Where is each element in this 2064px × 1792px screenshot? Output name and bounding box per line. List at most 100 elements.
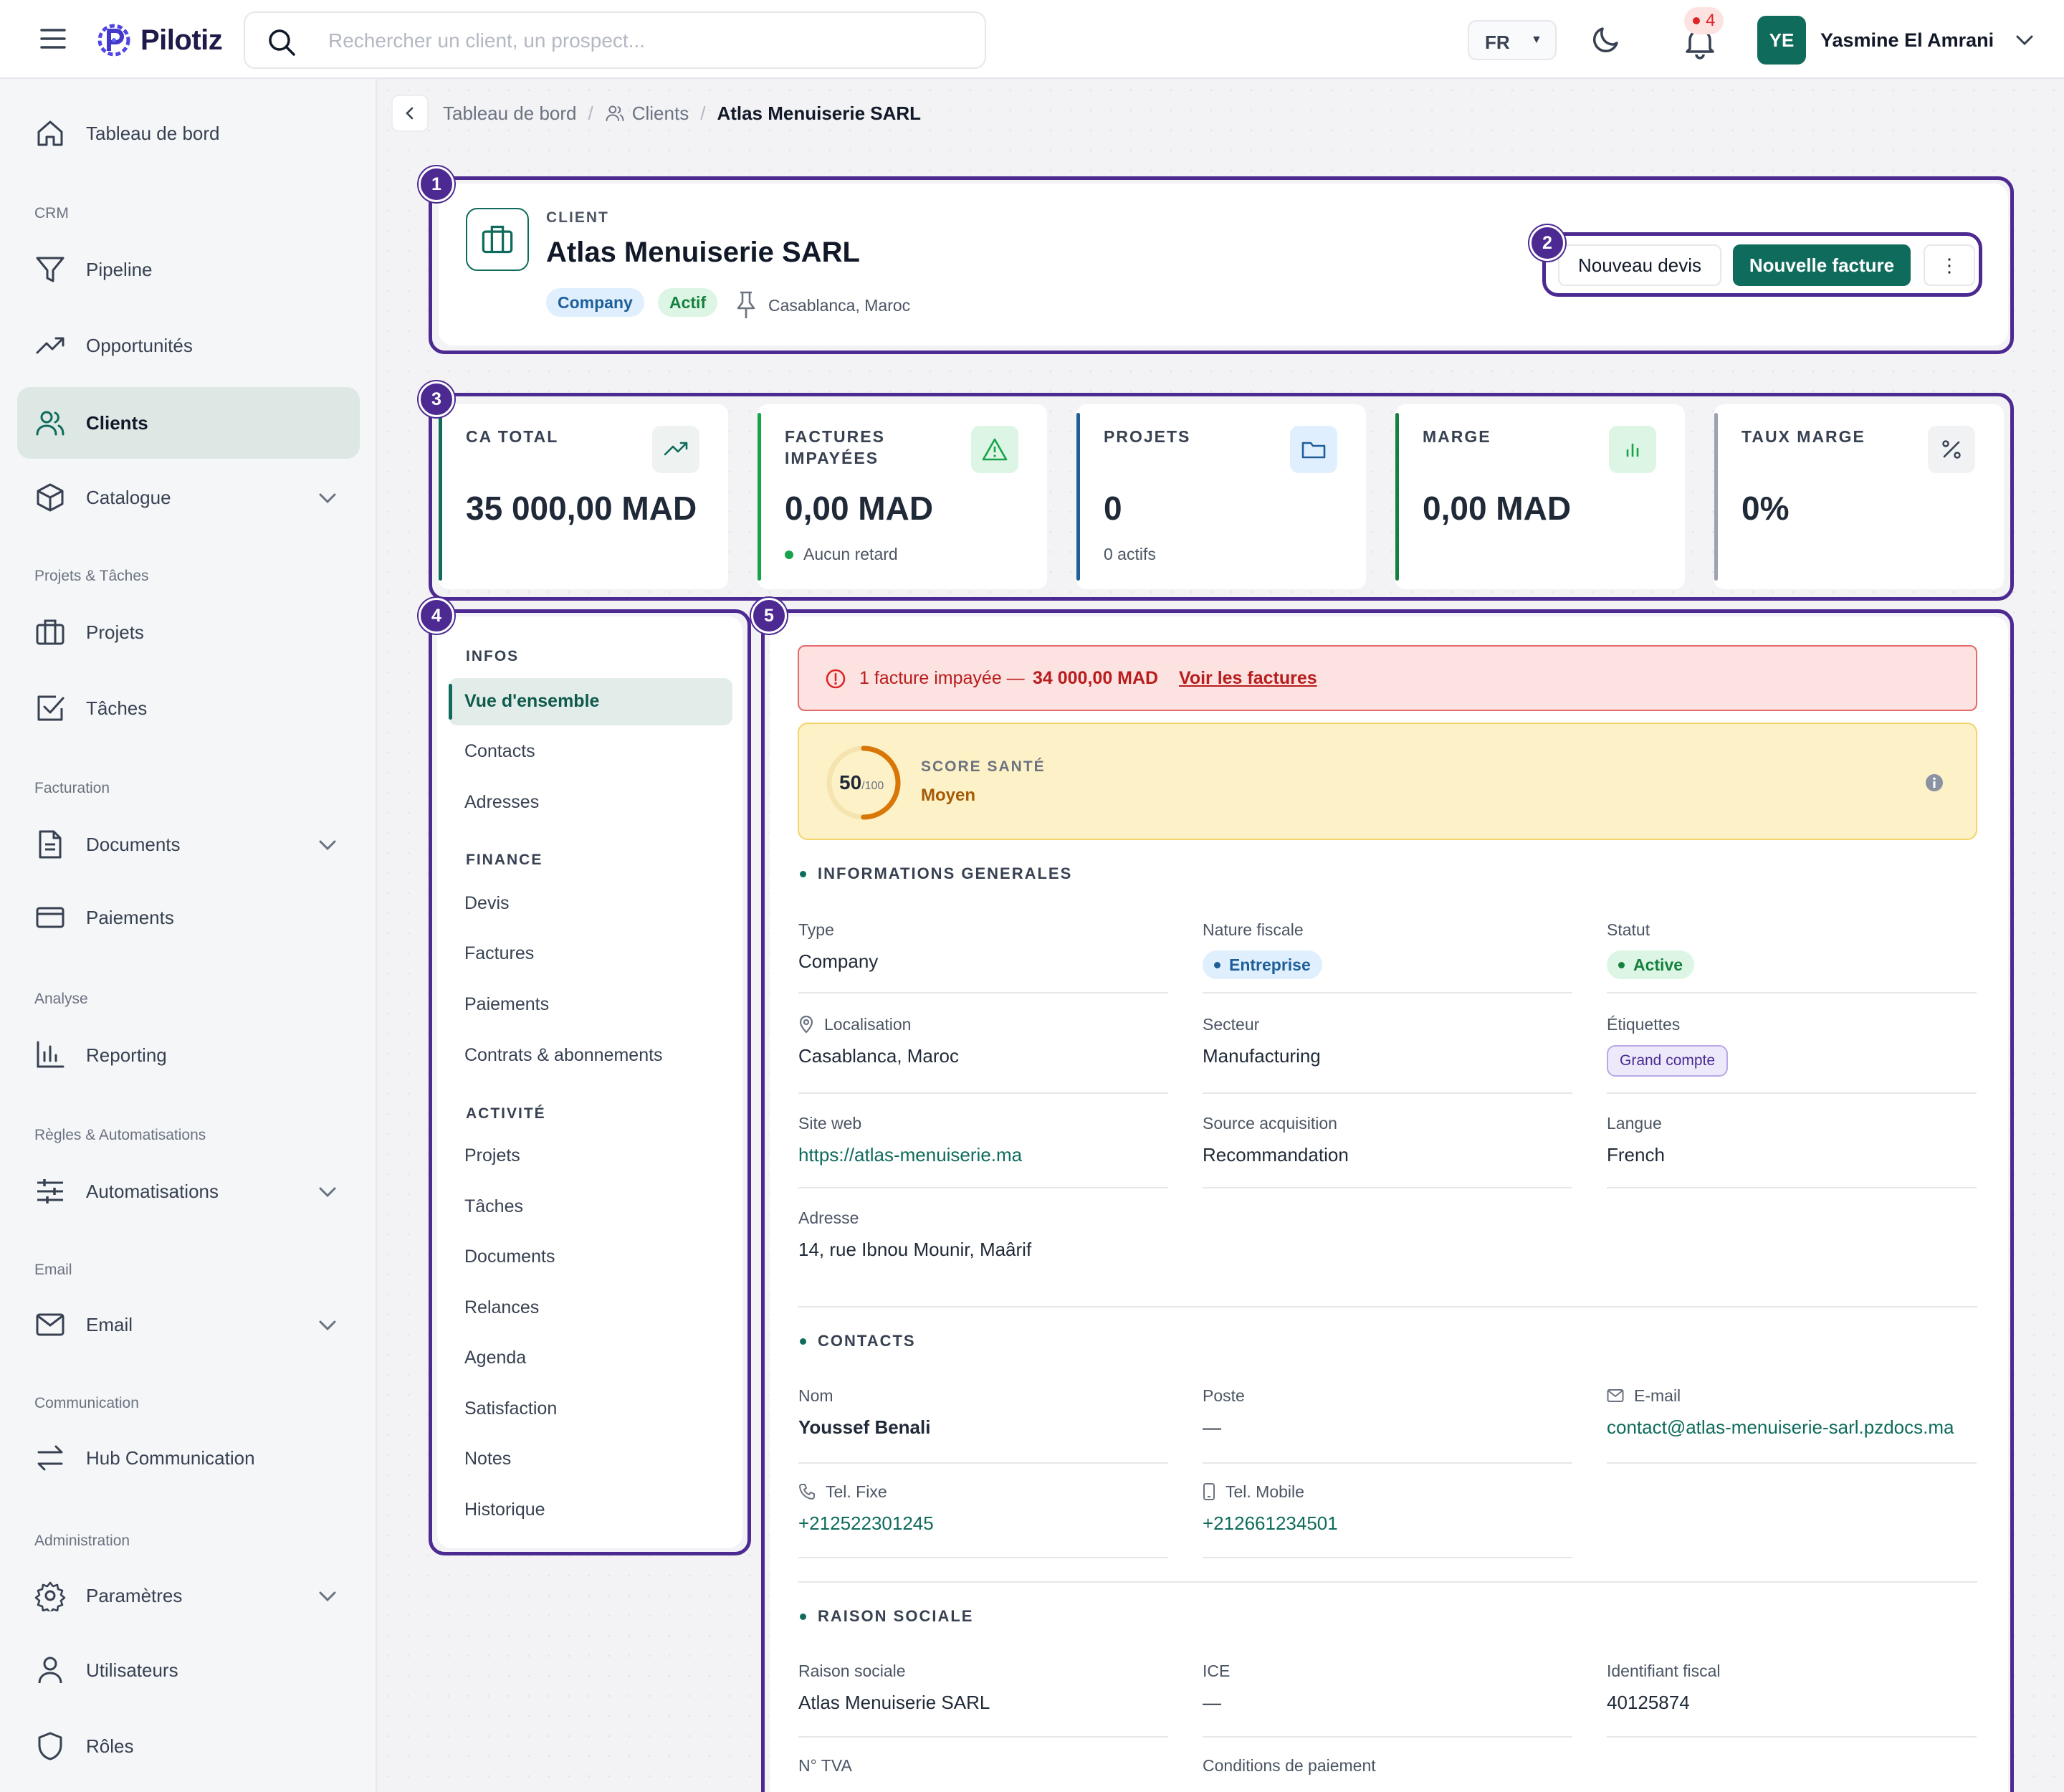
breadcrumb-clients[interactable]: Clients xyxy=(605,103,689,125)
field-identifiant-fiscal: Identifiant fiscal 40125874 xyxy=(1607,1660,1977,1738)
section-nav-historique[interactable]: Historique xyxy=(449,1487,732,1534)
dark-mode-icon[interactable] xyxy=(1588,22,1624,57)
kpi-accent-bar xyxy=(1395,413,1399,581)
sidebar-item-tableau-de-bord[interactable]: Tableau de bord xyxy=(17,97,360,169)
section-nav-relances[interactable]: Relances xyxy=(449,1285,732,1332)
search-input[interactable] xyxy=(328,23,959,59)
field-conditions-paiement: Conditions de paiement xyxy=(1203,1755,1376,1775)
step-marker-4: 4 xyxy=(419,598,454,634)
search-icon xyxy=(269,29,295,56)
kpi-label: MARGE xyxy=(1423,427,1491,446)
sidebar-item-pipeline[interactable]: Pipeline xyxy=(17,234,360,305)
search-box[interactable] xyxy=(244,11,986,69)
new-invoice-button[interactable]: Nouvelle facture xyxy=(1733,244,1911,286)
section-nav-paiements[interactable]: Paiements xyxy=(449,981,732,1029)
caret-down-icon: ▼ xyxy=(1531,34,1542,46)
sidebar-item-reporting[interactable]: Reporting xyxy=(17,1019,360,1091)
sidebar-item-automatisations[interactable]: Automatisations xyxy=(17,1155,360,1227)
mobile-icon xyxy=(1203,1483,1215,1500)
notification-badge: 4 xyxy=(1684,7,1724,34)
sidebar-item-documents[interactable]: Documents xyxy=(17,809,360,880)
notification-count: 4 xyxy=(1706,11,1716,30)
badge-dot xyxy=(1693,17,1700,24)
sidebar-item-label: Clients xyxy=(86,411,148,434)
kpi-accent-bar xyxy=(1714,413,1718,581)
section-nav-adresses[interactable]: Adresses xyxy=(449,779,732,826)
language-select[interactable]: FR ▼ xyxy=(1468,20,1557,60)
back-button[interactable] xyxy=(391,95,429,132)
new-quote-button[interactable]: Nouveau devis xyxy=(1558,244,1721,286)
section-nav-satisfaction[interactable]: Satisfaction xyxy=(449,1386,732,1433)
more-actions-button[interactable]: ⋮ xyxy=(1924,244,1975,286)
section-nav-contacts[interactable]: Contacts xyxy=(449,728,732,776)
field-localisation: Localisation Casablanca, Maroc xyxy=(798,1014,1168,1094)
sidebar-item-paiements[interactable]: Paiements xyxy=(17,882,360,953)
section-nav-vue-ensemble[interactable]: Vue d'ensemble xyxy=(449,678,732,725)
sidebar-item-roles[interactable]: Rôles xyxy=(17,1710,360,1782)
logo-text: Pilotiz xyxy=(140,24,223,56)
section-nav-label: Agenda xyxy=(464,1348,527,1368)
trend-up-icon xyxy=(652,426,699,473)
section-nav-head-finance: FINANCE xyxy=(466,852,543,868)
menu-icon[interactable] xyxy=(37,23,69,54)
field-source: Source acquisition Recommandation xyxy=(1203,1112,1572,1188)
section-nav-contrats[interactable]: Contrats & abonnements xyxy=(449,1032,732,1080)
location-pin-icon xyxy=(799,1015,813,1034)
unpaid-invoice-alert: 1 facture impayée — 34 000,00 MAD Voir l… xyxy=(798,645,1977,711)
section-nav-taches[interactable]: Tâches xyxy=(449,1183,732,1231)
step-marker-3: 3 xyxy=(419,381,454,417)
section-nav-label: Devis xyxy=(464,893,510,913)
section-nav-label: Vue d'ensemble xyxy=(464,691,600,711)
field-nature-fiscale: Nature fiscale Entreprise xyxy=(1203,919,1572,993)
sidebar-item-label: Paramètres xyxy=(86,1584,183,1606)
section-nav-agenda[interactable]: Agenda xyxy=(449,1335,732,1382)
app-logo[interactable]: Pilotiz xyxy=(93,17,223,63)
phone-mobile-link[interactable]: +212661234501 xyxy=(1203,1512,1338,1534)
sidebar-item-label: Tâches xyxy=(86,697,148,719)
kpi-accent-bar xyxy=(439,413,442,581)
mail-icon xyxy=(1607,1389,1624,1402)
sidebar-item-taches[interactable]: Tâches xyxy=(17,672,360,744)
raison-sociale-title: RAISON SOCIALE xyxy=(800,1607,973,1626)
contacts-title: CONTACTS xyxy=(800,1332,916,1350)
section-nav-notes[interactable]: Notes xyxy=(449,1436,732,1483)
chevron-down-icon xyxy=(2016,35,2033,46)
sidebar-item-label: Utilisateurs xyxy=(86,1659,178,1681)
section-nav-devis[interactable]: Devis xyxy=(449,880,732,928)
website-link[interactable]: https://atlas-menuiserie.ma xyxy=(798,1144,1023,1166)
sidebar-item-label: Catalogue xyxy=(86,486,171,508)
document-icon xyxy=(39,830,62,859)
sidebar-item-opportunites[interactable]: Opportunités xyxy=(17,310,360,381)
info-icon[interactable] xyxy=(1924,773,1944,793)
section-nav-label: Notes xyxy=(464,1449,512,1469)
field-tva: N° TVA xyxy=(798,1755,852,1775)
sidebar-item-utilisateurs[interactable]: Utilisateurs xyxy=(17,1634,360,1706)
view-invoices-link[interactable]: Voir les factures xyxy=(1179,668,1317,688)
breadcrumb-home[interactable]: Tableau de bord xyxy=(443,102,577,124)
client-location-text: Casablanca, Maroc xyxy=(768,295,911,315)
field-tel-mobile: Tel. Mobile +212661234501 xyxy=(1203,1481,1572,1558)
sliders-icon xyxy=(37,1179,63,1204)
sidebar-item-parametres[interactable]: Paramètres xyxy=(17,1560,360,1631)
language-code: FR xyxy=(1485,32,1510,53)
sidebar-item-email[interactable]: Email xyxy=(17,1289,360,1360)
sidebar-item-projets[interactable]: Projets xyxy=(17,596,360,668)
section-nav-documents[interactable]: Documents xyxy=(449,1234,732,1281)
section-nav-projets[interactable]: Projets xyxy=(449,1133,732,1180)
sidebar-item-hub-communication[interactable]: Hub Communication xyxy=(17,1422,360,1494)
alert-amount: 34 000,00 MAD xyxy=(1033,668,1159,688)
kpi-value: 0 xyxy=(1104,490,1122,527)
email-link[interactable]: contact@atlas-menuiserie-sarl.pzdocs.ma xyxy=(1607,1416,1954,1438)
kpi-label: FACTURES IMPAYÉES xyxy=(785,427,885,467)
field-raison-sociale: Raison sociale Atlas Menuiserie SARL xyxy=(798,1660,1168,1738)
section-nav-factures[interactable]: Factures xyxy=(449,930,732,978)
sidebar-item-clients[interactable]: Clients xyxy=(17,387,360,459)
kpi-accent-bar xyxy=(1076,413,1080,581)
sidebar-item-label: Documents xyxy=(86,833,181,855)
avatar: YE xyxy=(1757,16,1806,65)
section-nav-head-infos: INFOS xyxy=(466,648,520,664)
sidebar-item-catalogue[interactable]: Catalogue xyxy=(17,462,360,533)
user-menu[interactable]: YE Yasmine El Amrani xyxy=(1757,16,2035,65)
briefcase-icon xyxy=(466,208,529,271)
phone-fixe-link[interactable]: +212522301245 xyxy=(798,1512,934,1534)
